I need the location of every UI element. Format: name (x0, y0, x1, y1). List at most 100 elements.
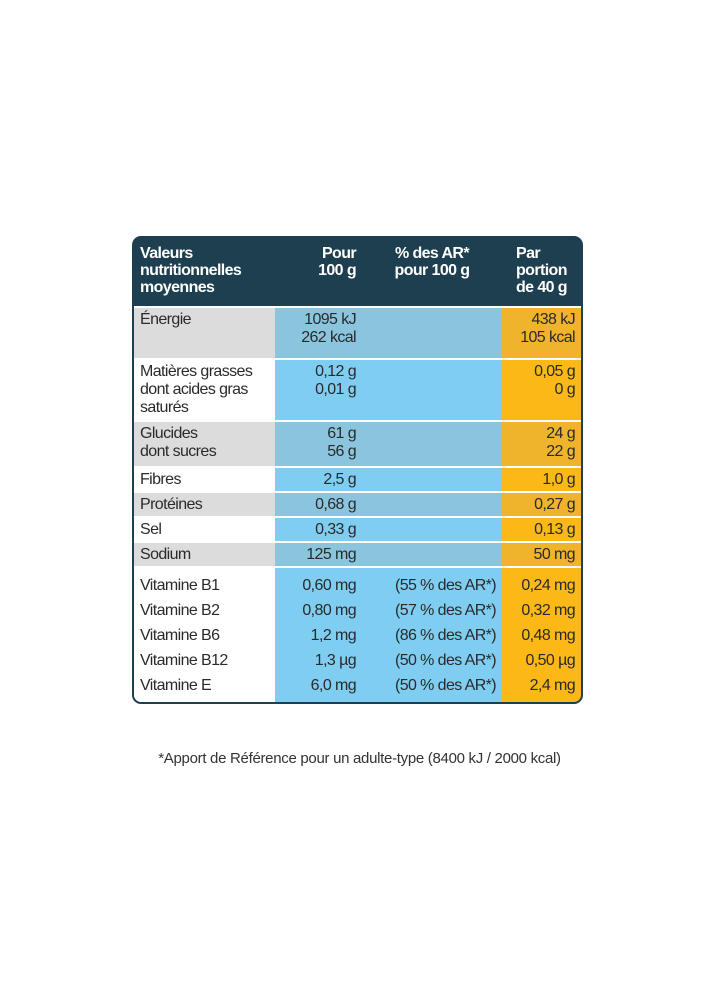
table-cell: Sel (134, 518, 275, 541)
header-cell: Pour 100 g (275, 238, 362, 306)
cell-line: 105 kcal (520, 329, 575, 346)
table-row: Énergie 1095 kJ 262 kcal 438 kJ 105 kcal (134, 306, 581, 358)
footnote: *Apport de Référence pour un adulte-type… (158, 750, 561, 767)
cell-line: 262 kcal (301, 329, 356, 346)
table-row: Glucides dont sucres 61 g 56 g 24 g 22 g (134, 420, 581, 466)
cell-line: 438 kJ (531, 311, 575, 328)
cell-line: dont sucres (140, 443, 217, 460)
table-cell: 0,33 g (275, 518, 362, 541)
cell-line: Fibres (140, 471, 181, 488)
cell-line: nutritionnelles (140, 262, 242, 279)
cell-line: Pour (321, 245, 357, 262)
table-cell: Vitamine B1 Vitamine B2 Vitamine B6 Vitamin… (134, 568, 275, 702)
table-cell: 50 mg (502, 543, 581, 566)
cell-line: 24 g (546, 425, 575, 442)
table-cell: 24 g 22 g (502, 422, 581, 466)
table-cell: 0,68 g (275, 493, 362, 516)
table-cell: 0,24 mg 0,32 mg 0,48 mg 0,50 µg 2,4 mg (502, 568, 581, 702)
cell-line: 1,2 mg (310, 627, 357, 644)
cell-line: Par (516, 245, 541, 262)
table-cell: (55 % des AR*) (57 % des AR*) (86 % des AR… (362, 568, 502, 702)
table-cell: Énergie (134, 308, 275, 358)
table-cell: 0,12 g 0,01 g (275, 360, 362, 420)
cell-line: (57 % des AR*) (395, 602, 497, 619)
cell-line: 50 mg (533, 546, 576, 563)
cell-line: Vitamine E (140, 677, 212, 694)
table-cell: 0,60 mg 0,80 mg 1,2 mg 1,3 µg 6,0 mg (275, 568, 362, 702)
cell-line: 1,0 g (542, 471, 575, 488)
cell-line: (55 % des AR*) (395, 577, 497, 594)
header-cell: % des AR* pour 100 g (362, 238, 502, 306)
header-row: Valeurs nutritionnelles moyennes Pour 100 g%… (134, 238, 581, 306)
table-cell: Fibres (134, 468, 275, 491)
cell-line: Vitamine B6 (140, 627, 220, 644)
table-cell (362, 422, 502, 466)
cell-line: (50 % des AR*) (395, 652, 497, 669)
table-row: Fibres 2,5 g 1,0 g (134, 466, 581, 491)
cell-line: Sodium (140, 546, 191, 563)
cell-line: 1,3 µg (314, 652, 357, 669)
cell-line: % des AR* (394, 245, 470, 262)
cell-line: 0,50 µg (525, 652, 575, 669)
cell-line: pour 100 g (394, 262, 471, 279)
cell-line: 0,27 g (534, 496, 575, 513)
table-cell (362, 543, 502, 566)
table-cell: 1,0 g (502, 468, 581, 491)
table-cell: Glucides dont sucres (134, 422, 275, 466)
table-cell (362, 308, 502, 358)
table-cell: 0,27 g (502, 493, 581, 516)
cell-line: moyennes (140, 279, 215, 296)
table-cell: Matières grasses dont acides gras saturés (134, 360, 275, 420)
cell-line: 0,05 g (534, 363, 575, 380)
table-cell: 1095 kJ 262 kcal (275, 308, 362, 358)
cell-line: Vitamine B2 (140, 602, 220, 619)
cell-line: 0,13 g (534, 521, 575, 538)
cell-line: 0,80 mg (302, 602, 356, 619)
table-cell (362, 468, 502, 491)
cell-line: 56 g (327, 443, 356, 460)
cell-line: 1095 kJ (304, 311, 356, 328)
header-cell: Par portion de 40 g (502, 238, 581, 306)
cell-line: Sel (140, 521, 162, 538)
cell-line: (50 % des AR*) (395, 677, 497, 694)
cell-line: saturés (140, 399, 189, 416)
cell-line: 61 g (327, 425, 356, 442)
cell-line: Vitamine B12 (140, 652, 228, 669)
table-cell: 0,13 g (502, 518, 581, 541)
table-cell (362, 518, 502, 541)
table-row: Protéines 0,68 g 0,27 g (134, 491, 581, 516)
cell-line: de 40 g (516, 279, 568, 296)
table-row: Sel 0,33 g 0,13 g (134, 516, 581, 541)
table-row: Sodium 125 mg 50 mg (134, 541, 581, 566)
table-cell: 2,5 g (275, 468, 362, 491)
nutrition-table: Valeurs nutritionnelles moyennes Pour 100 g%… (132, 236, 583, 704)
header-cell: Valeurs nutritionnelles moyennes (134, 238, 275, 306)
cell-line: Protéines (140, 496, 203, 513)
cell-line: 6,0 mg (310, 677, 357, 694)
cell-line: Matières grasses (140, 363, 253, 380)
cell-line: 0,33 g (315, 521, 356, 538)
cell-line: 100 g (318, 262, 357, 279)
cell-line: 0,12 g (315, 363, 356, 380)
cell-line: 0,48 mg (521, 627, 575, 644)
cell-line: 0,32 mg (521, 602, 575, 619)
cell-line: 2,5 g (323, 471, 356, 488)
table-row: Matières grasses dont acides gras saturés 0… (134, 358, 581, 420)
cell-line: (86 % des AR*) (395, 627, 497, 644)
cell-line: 0,60 mg (302, 577, 356, 594)
table-cell: Protéines (134, 493, 275, 516)
cell-line: 125 mg (306, 546, 356, 563)
cell-line: Vitamine B1 (140, 577, 220, 594)
cell-line: 0,68 g (315, 496, 356, 513)
cell-line: Énergie (140, 311, 192, 328)
table-cell: 438 kJ 105 kcal (502, 308, 581, 358)
table-cell (362, 360, 502, 420)
cell-line: portion (516, 262, 568, 279)
cell-line: dont acides gras (140, 381, 248, 398)
table-cell: 125 mg (275, 543, 362, 566)
cell-line: 22 g (546, 443, 575, 460)
cell-line: 0 g (554, 381, 576, 398)
table-cell (362, 493, 502, 516)
cell-line: 0,01 g (315, 381, 356, 398)
